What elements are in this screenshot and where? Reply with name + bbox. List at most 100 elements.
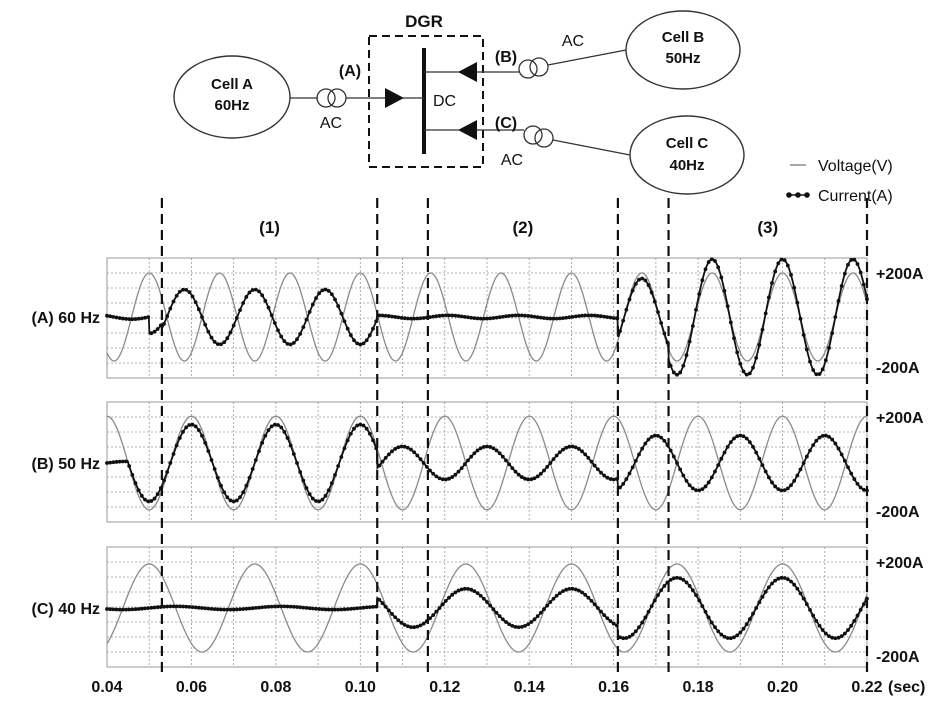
current-point (437, 476, 442, 481)
current-point (611, 477, 616, 482)
current-point (827, 434, 831, 439)
current-point (573, 587, 578, 592)
current-point (339, 607, 344, 612)
current-point (358, 422, 363, 427)
current-point (481, 445, 486, 449)
current-point (478, 316, 483, 321)
current-point (282, 339, 287, 343)
current-point (257, 605, 261, 610)
current-point (510, 624, 515, 628)
current-point (595, 467, 600, 472)
current-point (836, 298, 841, 303)
current-point (117, 607, 122, 612)
current-point (421, 461, 426, 465)
current-point (668, 577, 673, 582)
current-point (272, 422, 277, 427)
current-point (443, 477, 448, 482)
current-point (450, 313, 455, 318)
current-point (526, 622, 531, 627)
arrow-c-icon (458, 120, 477, 140)
current-point (314, 606, 318, 611)
current-point (694, 488, 698, 493)
current-point (671, 576, 676, 581)
current-point (776, 261, 781, 266)
current-point (570, 314, 575, 319)
transformer-a-icon (316, 88, 336, 108)
dgr-label: DGR (405, 12, 443, 31)
current-point (165, 604, 170, 609)
current-point (627, 297, 632, 302)
current-point (532, 617, 537, 622)
current-point (288, 443, 293, 448)
current-point (741, 369, 746, 374)
current-point (263, 298, 268, 303)
current-point (127, 317, 132, 322)
current-point (713, 259, 717, 263)
current-point (713, 469, 717, 474)
transformer-c-icon (523, 125, 543, 145)
current-point (402, 444, 407, 449)
current-point (608, 315, 613, 320)
current-point (247, 290, 252, 295)
current-point (687, 339, 692, 344)
current-point (656, 433, 660, 438)
current-point (329, 607, 334, 612)
current-point (250, 606, 255, 611)
current-point (361, 341, 366, 346)
dc-label: DC (433, 93, 456, 110)
current-point (630, 465, 635, 470)
current-point (827, 346, 831, 350)
current-point (127, 464, 132, 468)
current-point (808, 448, 812, 453)
transformer-a-icon-2 (327, 88, 347, 108)
current-point (317, 607, 322, 611)
current-point (652, 598, 657, 603)
current-point (652, 433, 657, 438)
current-point (586, 456, 591, 460)
current-point (488, 316, 493, 321)
link-b-wire-2 (547, 49, 627, 66)
cell-a-freq: 60Hz (214, 97, 249, 114)
current-point (114, 607, 119, 612)
voltage-series-line (106, 563, 868, 653)
current-point (355, 606, 360, 611)
current-point (757, 456, 762, 461)
current-point (602, 613, 607, 617)
current-point (770, 281, 774, 285)
current-point (146, 315, 151, 320)
current-point (627, 634, 632, 639)
cell-b-name: Cell B (662, 29, 705, 46)
current-point (108, 314, 113, 319)
current-point (833, 315, 838, 319)
current-point (177, 604, 182, 609)
current-point (735, 434, 740, 439)
current-point (222, 490, 227, 495)
cell-a-name: Cell A (211, 76, 253, 93)
current-point (168, 461, 173, 465)
current-point (842, 631, 847, 636)
current-point (371, 604, 375, 609)
current-point (507, 622, 512, 627)
current-point (367, 431, 372, 436)
current-point (542, 607, 546, 612)
current-point (295, 461, 299, 465)
current-point (155, 492, 160, 497)
current-point (301, 478, 306, 483)
current-point (298, 605, 303, 610)
current-point (792, 285, 797, 290)
current-point (785, 577, 790, 582)
current-point (168, 306, 173, 311)
current-point (339, 455, 344, 459)
current-point (567, 444, 572, 449)
current-point (808, 359, 812, 364)
current-point (390, 612, 394, 616)
legend-current-dot (795, 192, 801, 198)
current-point (481, 316, 486, 321)
current-point (592, 313, 597, 318)
current-point (516, 625, 521, 630)
current-point (155, 327, 160, 331)
current-point (504, 458, 508, 463)
current-point (272, 604, 277, 609)
current-point (450, 475, 455, 479)
current-point (611, 621, 616, 626)
